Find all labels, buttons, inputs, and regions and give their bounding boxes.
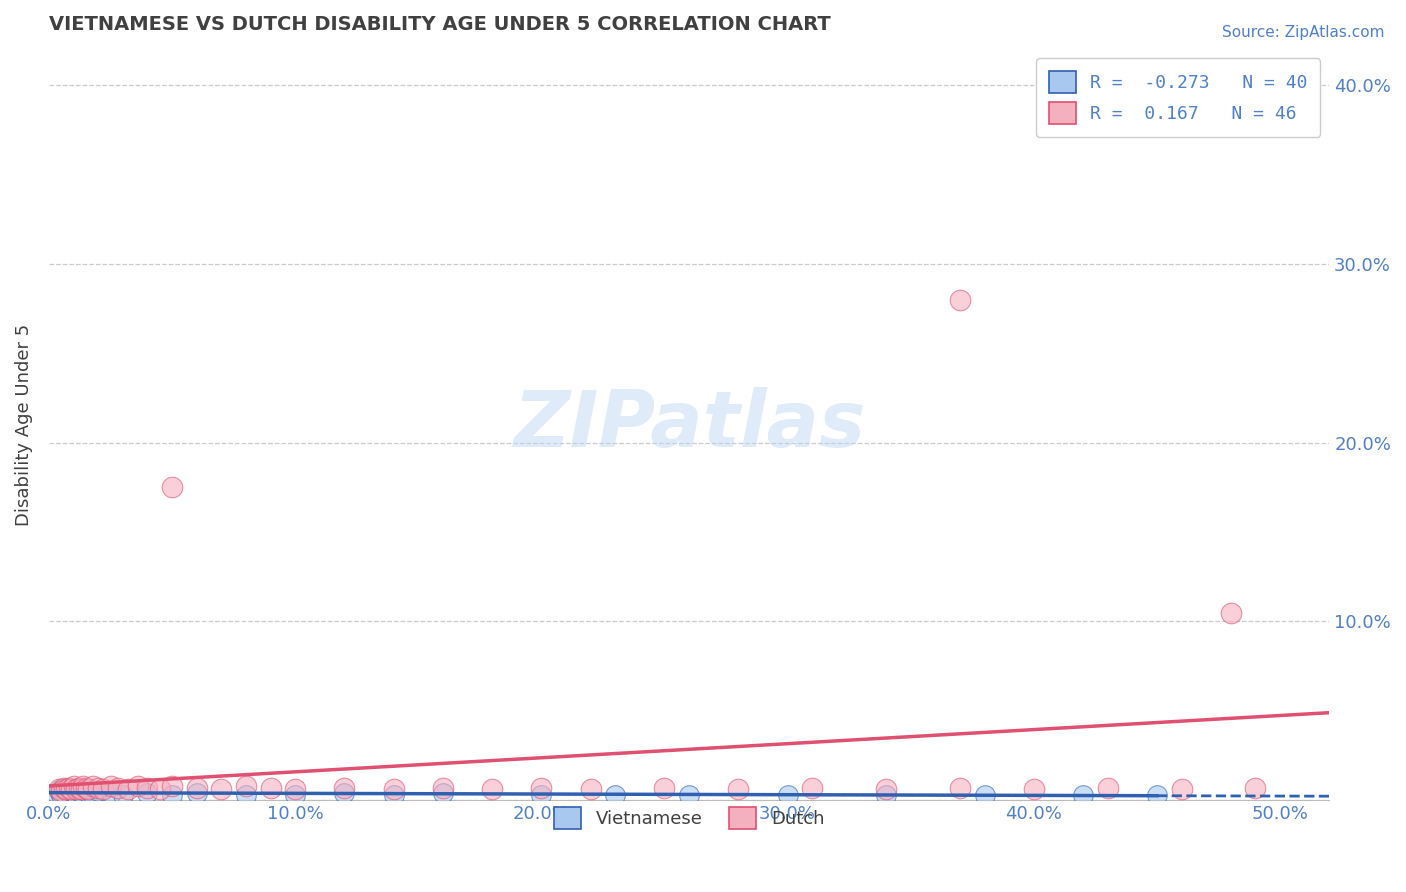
Point: [60, 784, 83, 798]
Point: [62, 782, 84, 797]
Point: [678, 788, 700, 802]
Point: [58, 782, 80, 797]
Point: [82, 788, 104, 802]
Point: [70, 786, 93, 800]
Point: [52, 780, 75, 795]
Point: [55, 784, 77, 798]
Point: [432, 780, 454, 795]
Point: [51, 788, 73, 802]
Point: [65, 782, 87, 797]
Point: [235, 779, 257, 793]
Point: [75, 784, 97, 798]
Point: [186, 786, 208, 800]
Point: [973, 788, 995, 802]
Point: [72, 788, 94, 802]
Point: [77, 786, 100, 800]
Point: [62, 786, 84, 800]
Point: [1219, 606, 1241, 620]
Point: [727, 782, 749, 797]
Point: [530, 780, 553, 795]
Point: [259, 780, 281, 795]
Point: [875, 788, 897, 802]
Point: [127, 779, 149, 793]
Point: [1146, 788, 1168, 802]
Point: [111, 788, 134, 802]
Point: [333, 780, 356, 795]
Point: [136, 786, 159, 800]
Point: [160, 480, 183, 494]
Point: [579, 782, 602, 797]
Point: [136, 780, 159, 795]
Point: [1071, 788, 1094, 802]
Point: [75, 780, 97, 795]
Text: ZIPatlas: ZIPatlas: [513, 387, 865, 463]
Point: [60, 788, 83, 802]
Point: [60, 782, 83, 797]
Point: [949, 293, 972, 307]
Point: [160, 788, 183, 802]
Point: [52, 782, 75, 797]
Point: [801, 780, 824, 795]
Y-axis label: Disability Age Under 5: Disability Age Under 5: [15, 324, 32, 526]
Point: [530, 788, 553, 802]
Point: [117, 782, 139, 797]
Point: [58, 786, 80, 800]
Point: [51, 782, 73, 797]
Legend: Vietnamese, Dutch: Vietnamese, Dutch: [547, 800, 831, 836]
Point: [55, 788, 77, 802]
Point: [67, 780, 90, 795]
Point: [77, 782, 100, 797]
Point: [82, 779, 104, 793]
Point: [382, 782, 405, 797]
Point: [62, 779, 84, 793]
Point: [55, 782, 77, 797]
Point: [1022, 782, 1045, 797]
Point: [48, 784, 70, 798]
Point: [1097, 780, 1119, 795]
Point: [481, 782, 503, 797]
Point: [48, 782, 70, 797]
Text: VIETNAMESE VS DUTCH DISABILITY AGE UNDER 5 CORRELATION CHART: VIETNAMESE VS DUTCH DISABILITY AGE UNDER…: [49, 15, 831, 34]
Point: [52, 786, 75, 800]
Point: [875, 782, 897, 797]
Point: [107, 780, 129, 795]
Point: [51, 784, 73, 798]
Point: [100, 786, 122, 800]
Point: [284, 782, 307, 797]
Text: Source: ZipAtlas.com: Source: ZipAtlas.com: [1222, 25, 1385, 40]
Point: [58, 780, 80, 795]
Point: [284, 788, 307, 802]
Point: [91, 782, 114, 797]
Point: [1170, 782, 1192, 797]
Point: [87, 780, 110, 795]
Point: [1244, 780, 1267, 795]
Point: [949, 780, 972, 795]
Point: [45, 786, 67, 800]
Point: [149, 782, 172, 797]
Point: [605, 788, 627, 802]
Point: [235, 788, 257, 802]
Point: [67, 784, 90, 798]
Point: [654, 780, 676, 795]
Point: [432, 786, 454, 800]
Point: [160, 779, 183, 793]
Point: [100, 779, 122, 793]
Point: [776, 788, 799, 802]
Point: [70, 782, 93, 797]
Point: [186, 780, 208, 795]
Point: [87, 784, 110, 798]
Point: [333, 786, 356, 800]
Point: [72, 779, 94, 793]
Point: [65, 788, 87, 802]
Point: [209, 782, 232, 797]
Point: [382, 788, 405, 802]
